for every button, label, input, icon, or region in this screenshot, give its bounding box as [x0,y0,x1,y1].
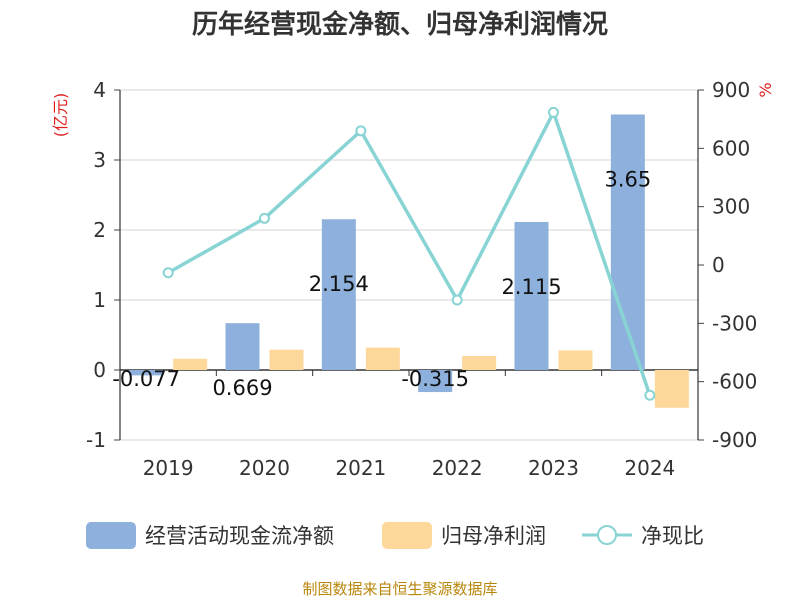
chart-title: 历年经营现金净额、归母净利润情况 [192,9,608,40]
left-axis-unit: (亿元) [51,93,70,138]
x-tick-label: 2024 [624,456,675,480]
right-tick-label: -900 [712,428,757,452]
bar-data-label: 0.669 [212,376,272,400]
bar-data-label: -0.315 [401,367,469,391]
bar [129,370,164,376]
left-tick-label: 3 [93,148,106,172]
ratio-point [162,267,174,279]
legend-label-profit: 归母净利润 [441,524,546,548]
right-tick-label: 600 [712,136,750,160]
bars [129,114,689,408]
ratio-point [259,212,270,224]
bar [365,347,400,370]
legend-swatch-ratio-marker [597,525,617,545]
data-labels: -0.077 0.669 2.154 -0.315 2.115 3.65 [112,168,651,401]
x-tick-label: 2019 [143,456,194,480]
bar [514,221,549,370]
left-tick-label: 0 [93,358,106,382]
source-footer: 制图数据来自恒生聚源数据库 [302,580,497,598]
bar [173,358,208,370]
bar-data-label: 3.65 [604,168,651,192]
x-tick-label: 2023 [528,456,579,480]
axes: 4 3 2 1 0 -1 900 600 300 0 -300 -600 -900 (亿元)% 2019 20… [51,78,775,480]
grid [120,89,698,441]
ratio-point [355,125,367,137]
bar [462,356,497,370]
bar-data-label: -0.077 [112,367,180,391]
left-tick-label: -1 [86,428,106,452]
bar [269,349,304,370]
bar [558,350,593,370]
bar [418,370,453,393]
legend-swatch-cashflow [86,522,136,549]
legend-label-cashflow: 经营活动现金流净额 [145,524,334,548]
ratio-line-path [167,107,652,396]
ratio-point [644,389,656,401]
ratio-point [451,294,463,306]
right-tick-label: 300 [712,195,750,219]
x-tick-label: 2020 [239,456,290,480]
right-tick-label: 900 [712,78,750,102]
bar [654,370,689,408]
bar-data-label: 2.154 [309,272,369,296]
left-tick-label: 2 [93,218,106,242]
left-tick-label: 4 [93,78,106,102]
right-axis-unit: % [756,82,775,97]
bar [321,219,356,370]
right-tick-label: -300 [712,311,757,335]
x-tick-label: 2021 [335,456,386,480]
bar-data-label: 2.115 [501,275,561,299]
ratio-line [162,106,656,401]
legend-swatch-profit [382,522,432,549]
legend: 经营活动现金流净额 归母净利润 净现比 [86,522,704,549]
legend-label-ratio: 净现比 [641,524,704,548]
left-tick-label: 1 [93,288,106,312]
ratio-point [548,106,559,118]
bar [225,323,260,370]
right-tick-label: -600 [712,370,757,394]
right-tick-label: 0 [712,253,725,277]
x-tick-label: 2022 [432,456,483,480]
